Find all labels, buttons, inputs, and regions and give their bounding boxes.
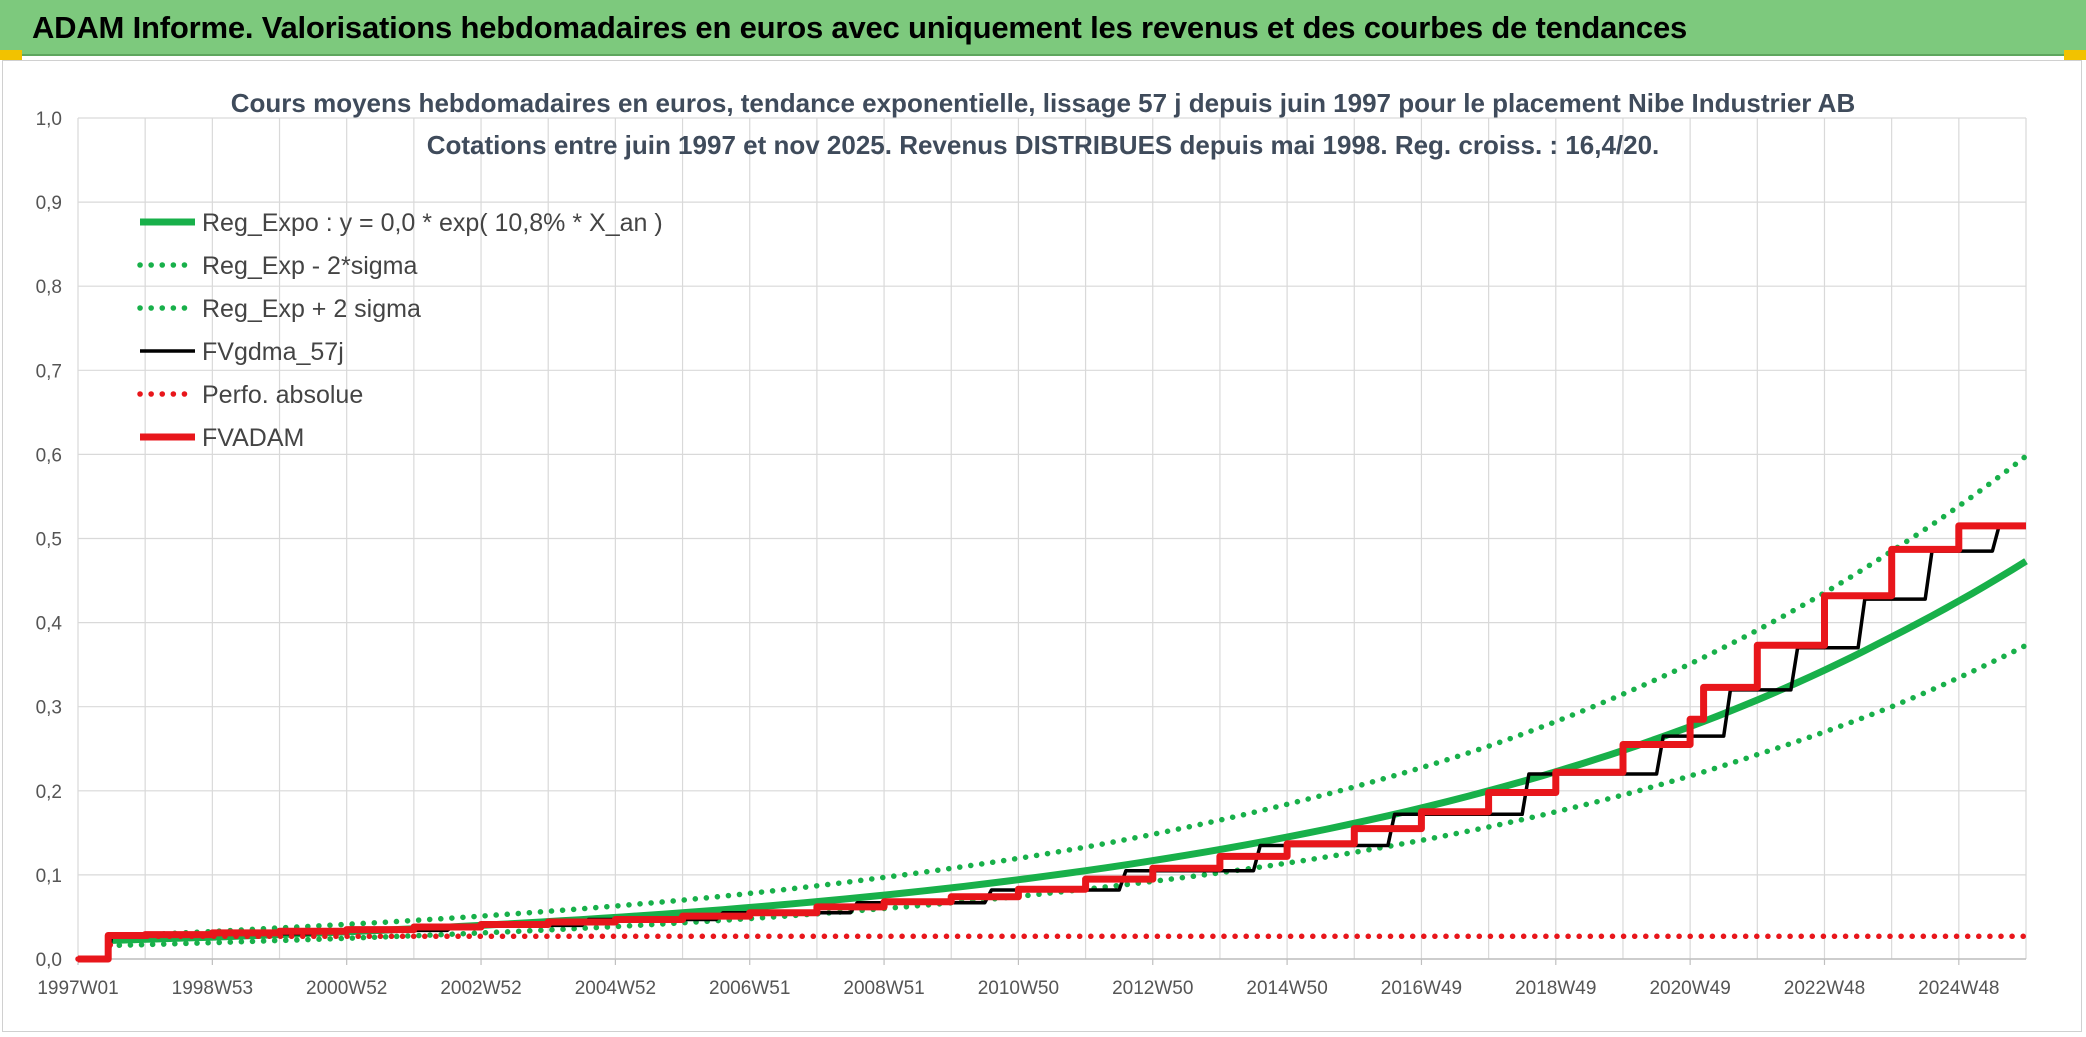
y-tick-label: 0,5 bbox=[36, 530, 62, 551]
x-axis-ticks: 1997W01 1998W53 2000W52 2002W52 2004W52 2006W… bbox=[37, 959, 1999, 999]
y-tick-label: 0,7 bbox=[36, 361, 62, 382]
y-tick-label: 1,0 bbox=[36, 109, 62, 130]
y-tick-label: 0,4 bbox=[36, 614, 63, 635]
x-tick-label: 2000W52 bbox=[306, 978, 387, 999]
y-tick-label: 0,1 bbox=[36, 866, 62, 887]
reg-exp-plus-2sigma-line bbox=[105, 453, 2029, 940]
x-tick-label: 1998W53 bbox=[172, 978, 253, 999]
legend-perfo-absolue-label: Perfo. absolue bbox=[202, 381, 363, 409]
x-tick-label: 2024W48 bbox=[1918, 978, 1999, 999]
chart-subtitle: Cotations entre juin 1997 et nov 2025. R… bbox=[426, 130, 1660, 160]
x-tick-label: 2018W49 bbox=[1515, 978, 1596, 999]
report-banner: ADAM Informe. Valorisations hebdomadaire… bbox=[0, 0, 2086, 56]
x-tick-label: 2004W52 bbox=[575, 978, 656, 999]
x-tick-label: 2008W51 bbox=[843, 978, 924, 999]
x-tick-label: 2002W52 bbox=[440, 978, 521, 999]
left-corner-marker bbox=[0, 50, 22, 60]
chart-legend: Reg_Expo : y = 0,0 * exp( 10,8% * X_an )… bbox=[137, 209, 663, 452]
x-tick-label: 2016W49 bbox=[1381, 978, 1462, 999]
chart-frame bbox=[2, 60, 2082, 1032]
y-tick-label: 0,2 bbox=[36, 782, 62, 803]
y-tick-label: 0,3 bbox=[36, 698, 62, 719]
x-tick-label: 2010W50 bbox=[978, 978, 1059, 999]
legend-fvgdma-label: FVgdma_57j bbox=[202, 338, 344, 366]
x-tick-label: 2020W49 bbox=[1649, 978, 1730, 999]
perfo-absolue-line bbox=[75, 933, 2029, 962]
x-tick-label: 2014W50 bbox=[1246, 978, 1327, 999]
chart-series bbox=[75, 453, 2029, 963]
x-tick-label: 2022W48 bbox=[1784, 978, 1865, 999]
right-corner-marker bbox=[2064, 50, 2086, 60]
chart-grid bbox=[77, 117, 2027, 960]
legend-reg-expo-label: Reg_Expo : y = 0,0 * exp( 10,8% * X_an ) bbox=[202, 209, 663, 237]
y-tick-label: 0,6 bbox=[36, 445, 62, 466]
y-tick-label: 0,8 bbox=[36, 277, 62, 298]
legend-reg-exp-plus-label: Reg_Exp + 2 sigma bbox=[202, 295, 421, 323]
y-tick-label: 0,9 bbox=[36, 193, 62, 214]
report-title: ADAM Informe. Valorisations hebdomadaire… bbox=[32, 10, 1688, 45]
x-tick-label: 2006W51 bbox=[709, 978, 790, 999]
legend-fvadam-label: FVADAM bbox=[202, 424, 304, 452]
legend-reg-exp-minus-label: Reg_Exp - 2*sigma bbox=[202, 252, 417, 280]
y-tick-label: 0,0 bbox=[36, 950, 62, 971]
fvadam-line bbox=[78, 522, 2026, 963]
y-axis-ticks: 0,0 0,1 0,2 0,3 0,4 0,5 0,6 0,7 0,8 0,9 1,0 bbox=[36, 109, 63, 971]
x-tick-label: 2012W50 bbox=[1112, 978, 1193, 999]
x-tick-label: 1997W01 bbox=[37, 978, 118, 999]
reg-exp-minus-2sigma-line bbox=[105, 642, 2029, 949]
reg-expo-line bbox=[108, 558, 2028, 944]
chart-title: Cours moyens hebdomadaires en euros, ten… bbox=[230, 88, 1856, 118]
